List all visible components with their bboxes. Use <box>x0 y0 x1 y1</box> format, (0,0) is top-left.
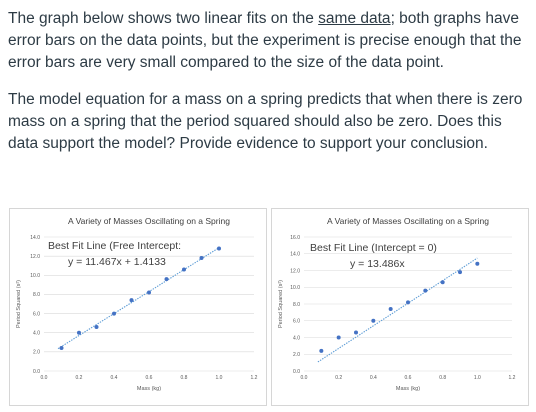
data-point <box>112 311 116 316</box>
y-tick-label: 14.0 <box>290 252 300 258</box>
y-tick-label: 12.0 <box>290 268 300 274</box>
x-tick-label: 0.0 <box>41 375 48 381</box>
x-tick-label: 0.6 <box>146 375 153 381</box>
y-tick-label: 4.0 <box>33 331 40 337</box>
data-point <box>423 288 428 293</box>
y-tick-label: 10.0 <box>30 273 40 279</box>
data-point <box>319 348 324 353</box>
data-point <box>440 280 445 285</box>
x-tick-label: 0.8 <box>181 375 188 381</box>
x-tick-label: 1.0 <box>474 375 481 381</box>
p1-text-b: ; both graphs have error bars on the dat… <box>8 10 522 71</box>
chart-free-intercept: 0.0 2.0 4.0 6.0 8.0 10.0 12.0 14.0 0.0 0.2 0.4 0.6 0… <box>9 208 267 406</box>
y-tick-label: 6.0 <box>293 319 300 325</box>
y-tick-label: 0.0 <box>33 369 40 375</box>
data-point <box>164 277 169 282</box>
fit-label-line-1: Best Fit Line (Free Intercept: <box>48 240 181 252</box>
chart-title: A Variety of Masses Oscillating on a Spr… <box>68 216 230 226</box>
y-tick-label: 2.0 <box>293 352 300 358</box>
data-point <box>354 330 358 335</box>
x-tick-label: 0.2 <box>335 375 342 381</box>
chart-zero-intercept-svg: 0.0 2.0 4.0 6.0 8.0 10.0 12.0 14.0 16.0 0.0 0.2 0.4… <box>278 216 516 392</box>
fit-label-line-2: y = 11.467x + 1.4133 <box>68 256 166 268</box>
y-tick-label: 0.0 <box>293 369 300 375</box>
question-paragraph-1: The graph below shows two linear fits on… <box>8 8 528 74</box>
data-point <box>406 300 410 305</box>
x-tick-label: 0.0 <box>301 375 308 381</box>
data-point <box>336 335 341 340</box>
y-tick-label: 8.0 <box>293 302 300 308</box>
y-tick-label: 8.0 <box>33 292 40 298</box>
x-tick-label: 0.4 <box>111 375 118 381</box>
trendline <box>317 257 478 363</box>
y-tick-label: 14.0 <box>30 235 40 241</box>
x-axis-label: Mass (kg) <box>396 386 420 392</box>
chart-zero-intercept: 0.0 2.0 4.0 6.0 8.0 10.0 12.0 14.0 16.0 0.0 0.2 0.4… <box>271 208 529 406</box>
y-axis-label: Period Squared (s²) <box>16 280 22 328</box>
data-point <box>371 318 376 323</box>
chart-title: A Variety of Masses Oscillating on a Spr… <box>327 216 489 226</box>
x-tick-label: 0.8 <box>439 375 446 381</box>
data-point <box>458 270 462 275</box>
y-tick-label: 4.0 <box>293 335 300 341</box>
data-point <box>388 307 393 312</box>
y-tick-label: 16.0 <box>290 235 300 241</box>
x-tick-label: 1.2 <box>509 375 516 381</box>
data-point <box>217 246 221 251</box>
same-data-link[interactable]: same data <box>318 10 391 27</box>
y-tick-label: 12.0 <box>30 254 40 260</box>
trendline <box>57 247 220 350</box>
data-point <box>77 330 81 335</box>
p1-text-a: The graph below shows two linear fits on… <box>8 10 319 27</box>
data-point <box>59 346 64 351</box>
x-tick-label: 0.4 <box>370 375 377 381</box>
y-tick-label: 2.0 <box>33 350 40 356</box>
chart-free-intercept-svg: 0.0 2.0 4.0 6.0 8.0 10.0 12.0 14.0 0.0 0.2 0.4 0.6 0… <box>16 216 258 392</box>
data-point <box>199 256 204 261</box>
question-paragraph-2: The model equation for a mass on a sprin… <box>8 91 523 152</box>
x-axis-label: Mass (kg) <box>137 386 161 392</box>
x-tick-label: 1.0 <box>216 375 223 381</box>
data-point <box>94 324 99 329</box>
fit-label-line-2: y = 13.486x <box>350 258 405 270</box>
fit-label-line-1: Best Fit Line (Intercept = 0) <box>310 242 437 254</box>
x-tick-label: 1.2 <box>251 375 258 381</box>
data-point <box>129 298 134 303</box>
y-tick-label: 10.0 <box>290 285 300 291</box>
y-tick-label: 6.0 <box>33 311 40 317</box>
data-point <box>475 261 480 266</box>
x-tick-label: 0.6 <box>405 375 412 381</box>
data-point <box>147 290 151 295</box>
y-axis-label: Period Squared (s²) <box>278 280 284 328</box>
x-tick-label: 0.2 <box>76 375 83 381</box>
data-point <box>182 267 186 272</box>
